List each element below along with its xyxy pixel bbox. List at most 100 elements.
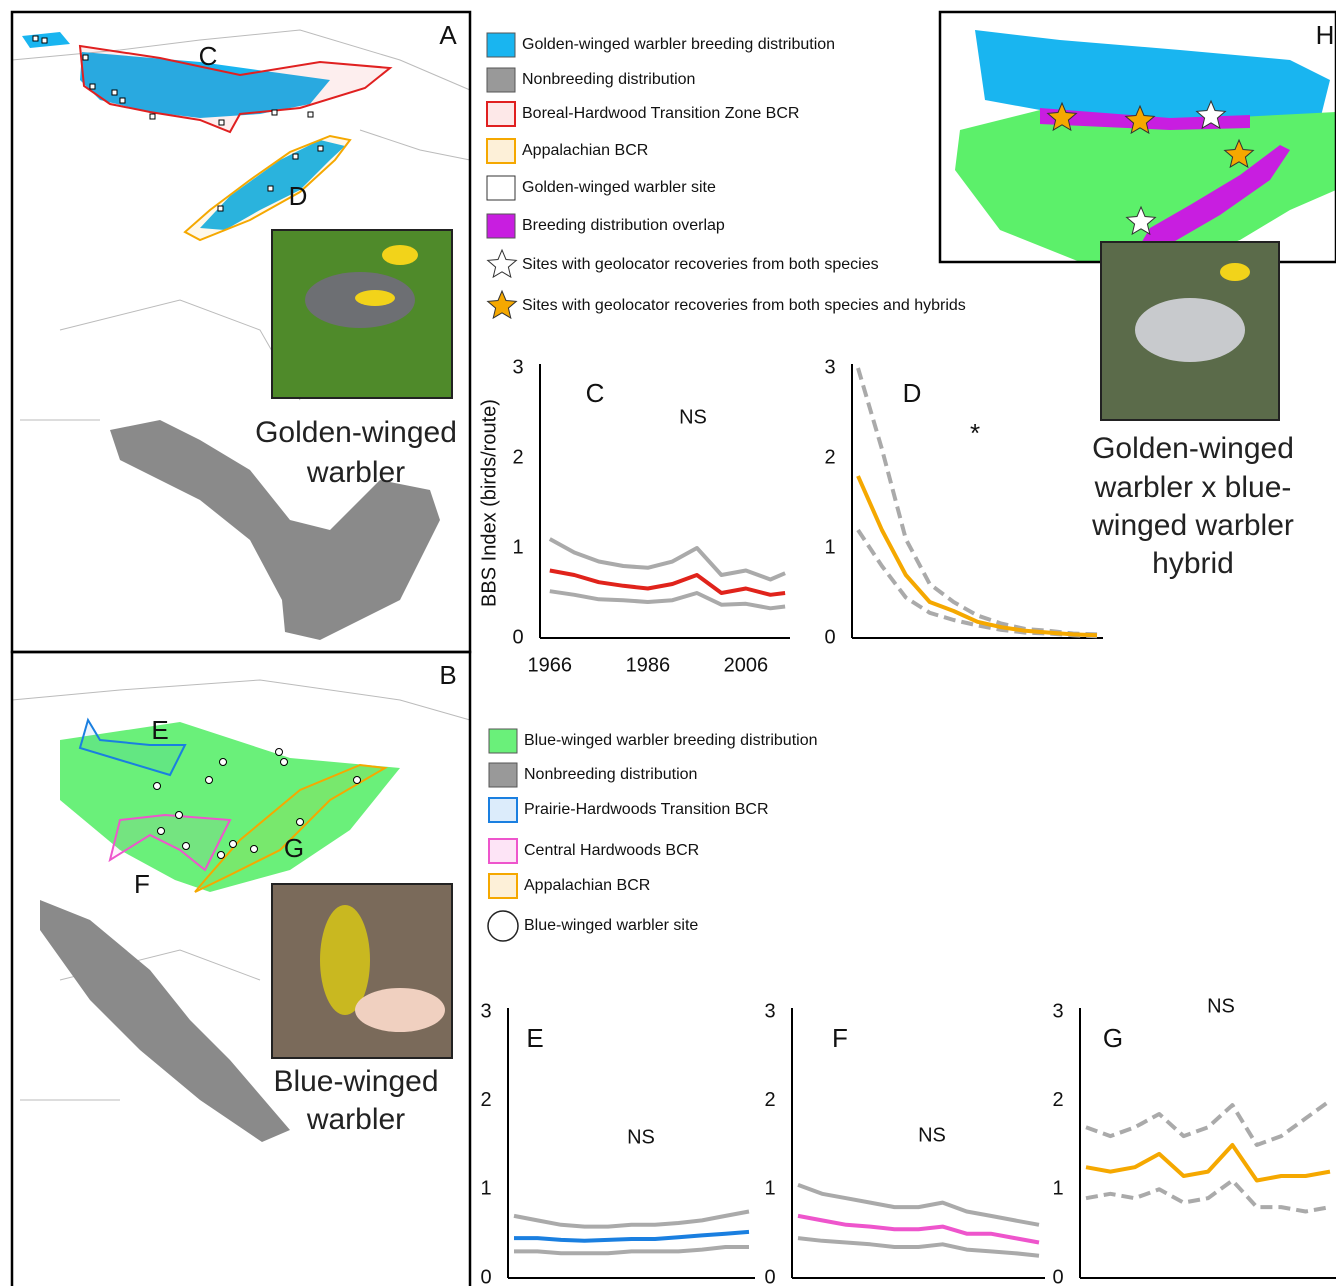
- y-tick-label: 2: [764, 1089, 775, 1111]
- photo-bird: [1220, 263, 1250, 281]
- map-golden-winged: [12, 12, 470, 652]
- annotation: NS: [627, 1126, 655, 1148]
- photo-hand: [355, 988, 445, 1032]
- caption: Golden-winged: [255, 416, 457, 449]
- star: [488, 291, 517, 318]
- y-tick-label: 3: [1052, 1000, 1063, 1022]
- y-tick-label: 0: [512, 626, 523, 648]
- legend-text: Prairie-Hardwoods Transition BCR: [524, 801, 769, 818]
- y-tick-label: 3: [480, 1000, 491, 1022]
- breeding-range: [975, 30, 1330, 125]
- caption: warbler: [306, 1103, 405, 1136]
- legend-text: Boreal-Hardwood Transition Zone BCR: [522, 105, 799, 122]
- chart-label: G: [1103, 1023, 1123, 1053]
- chart-label: D: [903, 378, 922, 408]
- bcr-boreal: [80, 46, 390, 132]
- map-label: F: [134, 869, 150, 899]
- chart-label: C: [586, 378, 605, 408]
- legend-swatch: [489, 763, 517, 787]
- x-tick-label: 1986: [626, 654, 671, 676]
- panel-label: H: [1316, 20, 1335, 50]
- legend-swatch: [487, 214, 515, 238]
- caption: hybrid: [1152, 547, 1234, 580]
- legend-text: Nonbreeding distribution: [522, 71, 695, 88]
- caption: warbler x blue-: [1094, 471, 1292, 504]
- legend-text: Golden-winged warbler site: [522, 179, 716, 196]
- chart-label: E: [526, 1023, 543, 1053]
- series-line: [550, 539, 785, 580]
- legend-text: Appalachian BCR: [522, 142, 648, 159]
- y-tick-label: 0: [764, 1266, 775, 1286]
- series-line: [514, 1232, 749, 1241]
- nonbreeding-range: [110, 420, 440, 640]
- figure: A B H C D E F G Golden-winged warbler Bl…: [0, 0, 1336, 1286]
- series-line: [798, 1185, 1039, 1225]
- legend-swatch: [487, 102, 515, 126]
- y-tick-label: 1: [1052, 1178, 1063, 1200]
- legend-golden: Golden-winged warbler breeding distribut…: [487, 33, 966, 314]
- legend-text: Nonbreeding distribution: [524, 766, 697, 783]
- legend-blue: Blue-winged warbler breeding distributio…: [488, 729, 818, 941]
- y-tick-label: 3: [764, 1000, 775, 1022]
- legend-text: Blue-winged warbler breeding distributio…: [524, 732, 818, 749]
- y-tick-label: 1: [512, 536, 523, 558]
- series-line: [1086, 1145, 1330, 1181]
- y-tick-label: 1: [824, 536, 835, 558]
- legend-swatch: [489, 839, 517, 863]
- map-blue-winged: [12, 652, 470, 1286]
- legend-swatch: [489, 798, 517, 822]
- photo-bird: [1135, 298, 1245, 362]
- x-tick-label: 2006: [724, 654, 769, 676]
- legend-swatch: [487, 68, 515, 92]
- map-label: C: [199, 41, 218, 71]
- star: [488, 250, 517, 277]
- y-tick-label: 2: [480, 1089, 491, 1111]
- map-label: G: [284, 833, 304, 863]
- legend-swatch: [489, 729, 517, 753]
- y-tick-label: 3: [512, 356, 523, 378]
- y-tick-label: 1: [480, 1178, 491, 1200]
- annotation: NS: [1207, 995, 1235, 1017]
- y-tick-label: 3: [824, 356, 835, 378]
- series-line: [550, 571, 785, 595]
- legend-swatch: [488, 911, 518, 941]
- series-line: [1086, 1101, 1330, 1145]
- y-axis-label: BBS Index (birds/route): [478, 399, 500, 607]
- legend-text: Breeding distribution overlap: [522, 217, 725, 234]
- annotation: NS: [918, 1124, 946, 1146]
- annotation: *: [970, 418, 980, 448]
- panel-label: A: [439, 20, 457, 50]
- y-tick-label: 1: [764, 1178, 775, 1200]
- series-line: [514, 1212, 749, 1227]
- series-line: [550, 591, 785, 608]
- chart-label: F: [832, 1023, 848, 1053]
- series-line: [858, 368, 1097, 634]
- series-line: [1086, 1181, 1330, 1212]
- map-label: E: [151, 715, 168, 745]
- legend-text: Sites with geolocator recoveries from bo…: [522, 256, 879, 273]
- nonbreeding-range: [40, 900, 290, 1142]
- legend-text: Appalachian BCR: [524, 877, 650, 894]
- legend-swatch: [487, 139, 515, 163]
- map-label: D: [289, 181, 308, 211]
- photo-bird: [355, 290, 395, 306]
- photo-bird: [382, 245, 418, 265]
- annotation: NS: [679, 406, 707, 428]
- y-tick-label: 0: [1052, 1266, 1063, 1286]
- legend-swatch: [487, 176, 515, 200]
- caption: winged warbler: [1091, 509, 1294, 542]
- panel-label: B: [439, 660, 456, 690]
- y-tick-label: 0: [824, 626, 835, 648]
- legend-swatch: [489, 874, 517, 898]
- y-tick-label: 0: [480, 1266, 491, 1286]
- caption: Blue-winged: [273, 1065, 438, 1098]
- caption: warbler: [306, 456, 405, 489]
- legend-text: Golden-winged warbler breeding distribut…: [522, 36, 835, 53]
- legend-text: Blue-winged warbler site: [524, 917, 698, 934]
- y-tick-label: 2: [824, 446, 835, 468]
- legend-text: Sites with geolocator recoveries from bo…: [522, 297, 966, 314]
- y-tick-label: 2: [1052, 1089, 1063, 1111]
- y-tick-label: 2: [512, 446, 523, 468]
- caption: Golden-winged: [1092, 432, 1294, 465]
- x-tick-label: 1966: [528, 654, 573, 676]
